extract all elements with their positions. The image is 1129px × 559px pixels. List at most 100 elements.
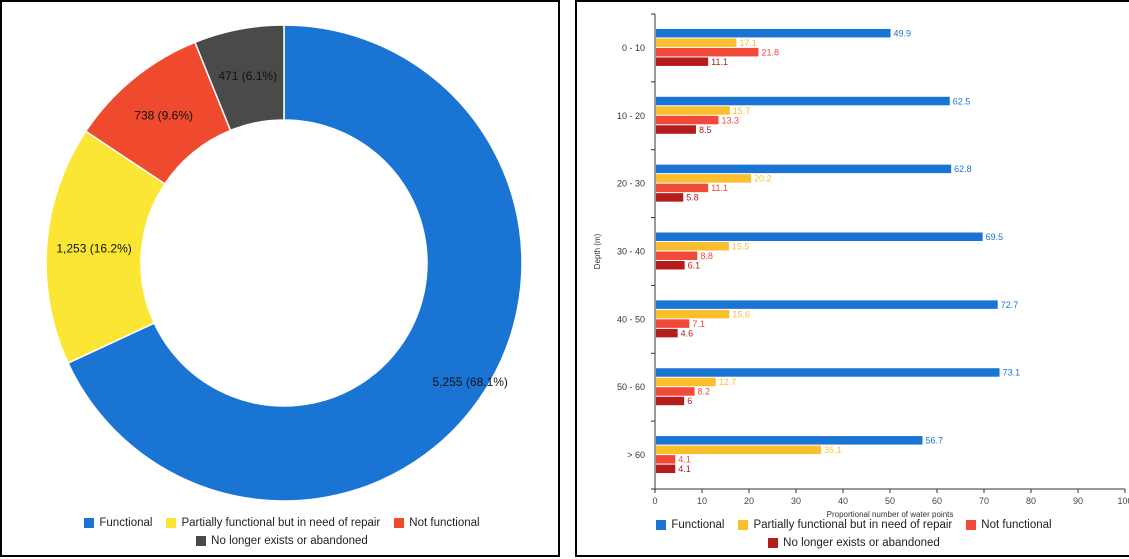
- bar-value-label: 62.8: [954, 164, 972, 174]
- bar-not-functional[interactable]: [656, 251, 698, 261]
- bar-value-label: 11.1: [711, 57, 728, 67]
- donut-slice-abandoned[interactable]: [193, 24, 285, 132]
- bar-functional[interactable]: [656, 96, 950, 106]
- bar-abandoned[interactable]: [656, 464, 676, 474]
- bar-partially-functional[interactable]: [656, 106, 730, 115]
- bar-legend-item-not-functional[interactable]: Not functional: [966, 519, 1052, 531]
- donut-chart-panel: 5,255 (68.1%) 1,253 (16.2%) 738 (9.6%) 471 …: [0, 0, 560, 557]
- bar-value-label: 8.2: [698, 387, 711, 397]
- donut-label-abandoned: 471 (6.1%): [218, 69, 277, 83]
- bar-legend-label-abandoned: No longer exists or abandoned: [783, 537, 940, 549]
- y-category-label: > 60: [627, 450, 645, 460]
- x-tick-label: 80: [1026, 496, 1036, 506]
- bar-legend-item-partially-functional[interactable]: Partially functional but in need of repa…: [738, 519, 952, 531]
- bar-chart: 0 10 20 30 40 50 60 70 80 90 100 Proportional numbe…: [593, 13, 1129, 519]
- bar-legend-swatch-not-functional: [966, 520, 977, 530]
- bar-partially-functional[interactable]: [656, 38, 737, 47]
- bar-value-label: 15.5: [732, 242, 750, 252]
- bar-chart-panel: 0 10 20 30 40 50 60 70 80 90 100 Proportional numbe…: [575, 0, 1129, 557]
- donut-chart: 5,255 (68.1%) 1,253 (16.2%) 738 (9.6%) 471 …: [45, 24, 523, 502]
- bar-value-label: 69.5: [986, 232, 1004, 242]
- y-category-label: 20 - 30: [617, 179, 645, 189]
- legend-label-abandoned: No longer exists or abandoned: [211, 535, 368, 547]
- bar-legend-item-functional[interactable]: Functional: [656, 519, 724, 531]
- bar-legend-swatch-abandoned: [768, 538, 779, 548]
- donut-label-partially-functional: 1,253 (16.2%): [56, 241, 131, 255]
- bar-value-label: 12.7: [719, 377, 737, 387]
- legend-label-functional: Functional: [99, 517, 153, 529]
- bar-value-label: 4.6: [681, 328, 694, 338]
- bar-abandoned[interactable]: [656, 57, 709, 66]
- bar-value-label: 49.9: [894, 28, 912, 38]
- bar-partially-functional[interactable]: [656, 377, 716, 387]
- bar-legend-label-partially-functional: Partially functional but in need of repa…: [753, 519, 953, 531]
- x-tick-label: 30: [791, 496, 801, 506]
- x-tick-label: 60: [932, 496, 942, 506]
- bar-value-label: 72.7: [1001, 300, 1019, 310]
- bar-value-label: 5.8: [686, 193, 699, 203]
- bar-value-label: 56.7: [925, 436, 943, 446]
- bar-value-label: 13.3: [722, 115, 740, 125]
- y-category-label: 10 - 20: [617, 111, 645, 121]
- bar-value-label: 62.5: [953, 96, 971, 106]
- bar-value-label: 4.1: [678, 464, 691, 474]
- bar-value-label: 6.1: [688, 261, 701, 271]
- x-tick-label: 10: [697, 496, 707, 506]
- bar-not-functional[interactable]: [656, 115, 719, 125]
- bar-not-functional[interactable]: [656, 47, 759, 57]
- bar-abandoned[interactable]: [656, 396, 685, 406]
- bar-functional[interactable]: [656, 436, 923, 445]
- bar-legend-swatch-partially-functional: [738, 520, 749, 530]
- bar-legend-row-2: No longer exists or abandoned: [577, 537, 1129, 549]
- bar-functional[interactable]: [656, 232, 983, 242]
- bar-partially-functional[interactable]: [656, 174, 751, 183]
- bar-partially-functional[interactable]: [656, 309, 730, 319]
- bar-value-label: 35.1: [824, 445, 842, 455]
- bar-value-label: 73.1: [1003, 368, 1021, 378]
- x-tick-label: 70: [979, 496, 989, 506]
- bar-functional[interactable]: [656, 368, 1000, 377]
- bar-value-label: 21.8: [761, 47, 779, 57]
- legend-swatch-partially-functional: [166, 518, 177, 528]
- bar-legend-label-not-functional: Not functional: [981, 519, 1052, 531]
- x-axis-title: Proportional number of water points: [827, 510, 954, 519]
- x-tick-label: 40: [838, 496, 848, 506]
- bar-value-label: 20.2: [754, 174, 772, 184]
- legend-item-abandoned[interactable]: No longer exists or abandoned: [196, 535, 368, 547]
- bar-functional[interactable]: [656, 28, 891, 38]
- bar-value-label: 15.7: [733, 106, 751, 116]
- y-category-label: 40 - 50: [617, 314, 645, 324]
- bar-value-label: 7.1: [692, 319, 705, 329]
- bar-value-label: 4.1: [678, 455, 691, 465]
- bar-legend-row-1: Functional Partially functional but in n…: [577, 519, 1129, 531]
- donut-legend-row-1: Functional Partially functional but in n…: [2, 517, 562, 529]
- donut-label-functional: 5,255 (68.1%): [433, 375, 508, 389]
- bar-not-functional[interactable]: [656, 387, 695, 396]
- bar-partially-functional[interactable]: [656, 445, 821, 455]
- donut-label-not-functional: 738 (9.6%): [134, 108, 193, 122]
- legend-label-not-functional: Not functional: [409, 517, 480, 529]
- bar-legend-label-functional: Functional: [671, 519, 725, 531]
- bar-partially-functional[interactable]: [656, 242, 729, 251]
- bar-not-functional[interactable]: [656, 455, 676, 464]
- bar-functional[interactable]: [656, 164, 952, 174]
- bar-value-label: 11.1: [711, 183, 728, 193]
- bar-value-label: 17.1: [739, 38, 757, 48]
- bar-abandoned[interactable]: [656, 125, 696, 134]
- legend-item-functional[interactable]: Functional: [84, 517, 152, 529]
- bar-abandoned[interactable]: [656, 328, 678, 338]
- legend-item-partially-functional[interactable]: Partially functional but in need of repa…: [166, 517, 380, 529]
- bar-not-functional[interactable]: [656, 183, 709, 193]
- donut-legend-row-2: No longer exists or abandoned: [2, 535, 562, 547]
- y-category-label: 50 - 60: [617, 382, 645, 392]
- y-category-label: 30 - 40: [617, 247, 645, 257]
- donut-slice-functional[interactable]: [67, 24, 523, 502]
- bar-abandoned[interactable]: [656, 193, 684, 202]
- bar-legend-item-abandoned[interactable]: No longer exists or abandoned: [768, 537, 940, 549]
- bar-abandoned[interactable]: [656, 261, 685, 270]
- bar-not-functional[interactable]: [656, 319, 690, 328]
- legend-item-not-functional[interactable]: Not functional: [394, 517, 480, 529]
- legend-swatch-abandoned: [196, 536, 207, 546]
- bar-functional[interactable]: [656, 300, 998, 309]
- x-tick-label: 90: [1073, 496, 1083, 506]
